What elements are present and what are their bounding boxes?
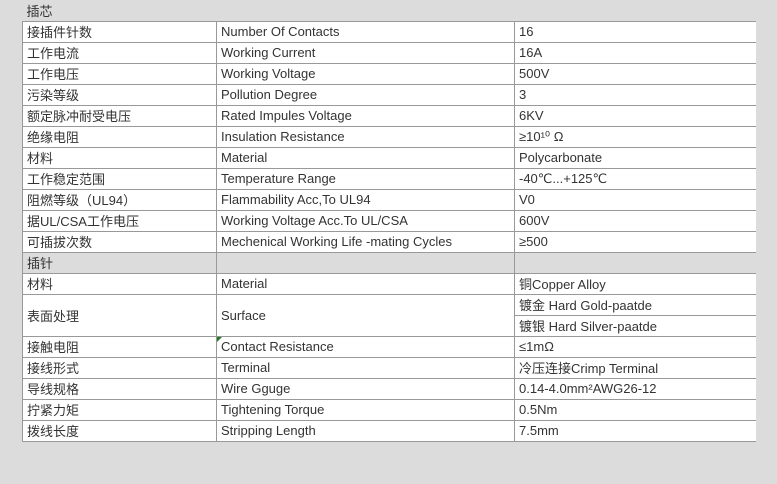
section-header-spacer [216, 251, 515, 274]
spec-en-label-cell: Pollution Degree [216, 83, 515, 106]
spec-row: 接触电阻 Contact Resistance ≤1mΩ [22, 335, 756, 358]
spec-cn-label-cell: 材料 [22, 272, 217, 295]
spec-cn-label-cell: 绝缘电阻 [22, 125, 217, 148]
spec-row: 表面处理 Surface 镀金 Hard Gold-paatde [22, 293, 756, 337]
spec-cn-label-cell: 阻燃等级（UL94） [22, 188, 217, 211]
spec-row: 材料 Material Polycarbonate [22, 146, 756, 169]
spec-en-label-cell: Material [216, 146, 515, 169]
spec-cn-label-cell: 接触电阻 [22, 335, 217, 358]
spec-value-cell: 500V [513, 62, 756, 85]
spec-en-label-cell: Working Current [216, 41, 515, 64]
spec-cn-label-cell: 据UL/CSA工作电压 [22, 209, 217, 232]
spec-value-cell: 600V [513, 209, 756, 232]
spec-value-cell: 16A [513, 41, 756, 64]
spec-row: 拨线长度 Stripping Length 7.5mm [22, 419, 756, 442]
spec-value-cell: 镀金 Hard Gold-paatde [513, 293, 756, 316]
spec-en-label-cell: Tightening Torque [216, 398, 515, 421]
spec-value-cell: 镀银 Hard Silver-paatde [513, 314, 756, 337]
section-title: 插针 [22, 251, 217, 274]
spec-value-cell: 冷压连接Crimp Terminal [513, 356, 756, 379]
spec-row: 据UL/CSA工作电压 Working Voltage Acc.To UL/CSA… [22, 209, 756, 232]
spec-en-label-cell: Rated Impules Voltage [216, 104, 515, 127]
spec-cn-label-cell: 工作电流 [22, 41, 217, 64]
spec-en-label-cell: Wire Gguge [216, 377, 515, 400]
spec-cn-label-cell: 可插拔次数 [22, 230, 217, 253]
spec-value-cell: 3 [513, 83, 756, 106]
spec-value-cell: ≤1mΩ [513, 335, 756, 358]
spec-row: 工作电流 Working Current 16A [22, 41, 756, 64]
spec-row: 材料 Material 铜Copper Alloy [22, 272, 756, 295]
spec-cn-label-cell: 表面处理 [22, 293, 217, 337]
spec-en-label-cell: Flammability Acc,To UL94 [216, 188, 515, 211]
spec-row: 可插拔次数 Mechenical Working Life -mating Cyc… [22, 230, 756, 253]
spec-en-label-cell: Stripping Length [216, 419, 515, 442]
spec-row: 阻燃等级（UL94） Flammability Acc,To UL94 V0 [22, 188, 756, 211]
spec-row: 工作稳定范围 Temperature Range -40℃...+125℃ [22, 167, 756, 190]
spec-value-cell: V0 [513, 188, 756, 211]
spec-en-label-cell: Surface [216, 293, 515, 337]
spec-en-label-cell: Working Voltage Acc.To UL/CSA [216, 209, 515, 232]
spec-cn-label-cell: 污染等级 [22, 83, 217, 106]
spec-value-cell: 16 [513, 20, 756, 43]
spec-value-cell: -40℃...+125℃ [513, 167, 756, 190]
spec-value-cell: 6KV [513, 104, 756, 127]
spec-row: 导线规格 Wire Gguge 0.14-4.0mm²AWG26-12 [22, 377, 756, 400]
spec-row: 接线形式 Terminal 冷压连接Crimp Terminal [22, 356, 756, 379]
section-header-row: 插芯 [23, 0, 756, 21]
spec-row-sub: 镀银 Hard Silver-paatde [23, 314, 756, 337]
spec-en-label-cell: Temperature Range [216, 167, 515, 190]
spec-row: 绝缘电阻 Insulation Resistance ≥10¹⁰ Ω [22, 125, 756, 148]
spec-en-label-cell: Insulation Resistance [216, 125, 515, 148]
spec-cn-label-cell: 拧紧力矩 [22, 398, 217, 421]
spec-en-label-cell: Contact Resistance [216, 335, 515, 358]
spec-cn-label-cell: 拨线长度 [22, 419, 217, 442]
section-header-spacer [513, 251, 756, 274]
spec-row: 工作电压 Working Voltage 500V [22, 62, 756, 85]
spec-value-cell: 7.5mm [513, 419, 756, 442]
spec-cn-label-cell: 工作稳定范围 [22, 167, 217, 190]
spec-row: 额定脉冲耐受电压 Rated Impules Voltage 6KV [22, 104, 756, 127]
spec-cn-label-cell: 导线规格 [22, 377, 217, 400]
spec-cn-label-cell: 工作电压 [22, 62, 217, 85]
section-title: 插芯 [26, 3, 53, 19]
spec-en-label-cell: Number Of Contacts [216, 20, 515, 43]
spec-en-label-cell: Material [216, 272, 515, 295]
spec-row: 拧紧力矩 Tightening Torque 0.5Nm [22, 398, 756, 421]
spec-cn-label-cell: 额定脉冲耐受电压 [22, 104, 217, 127]
spec-en-label-cell: Working Voltage [216, 62, 515, 85]
spec-value-cell: 0.14-4.0mm²AWG26-12 [513, 377, 756, 400]
spec-en-label-cell: Mechenical Working Life -mating Cycles [216, 230, 515, 253]
spec-value-cell: 0.5Nm [513, 398, 756, 421]
spec-value-cell: 铜Copper Alloy [513, 272, 756, 295]
spec-row: 污染等级 Pollution Degree 3 [22, 83, 756, 106]
spec-cn-label-cell: 材料 [22, 146, 217, 169]
spec-row: 接插件针数 Number Of Contacts 16 [22, 20, 756, 43]
spec-en-label-cell: Terminal [216, 356, 515, 379]
spec-value-cell: Polycarbonate [513, 146, 756, 169]
spec-table: 插芯 接插件针数 Number Of Contacts 16 工作电流 Working C… [22, 0, 756, 442]
spec-value-cell: ≥500 [513, 230, 756, 253]
section-header-row: 插针 [22, 251, 756, 274]
spec-cn-label-cell: 接线形式 [22, 356, 217, 379]
spec-value-cell: ≥10¹⁰ Ω [513, 125, 756, 148]
spec-cn-label-cell: 接插件针数 [22, 20, 217, 43]
